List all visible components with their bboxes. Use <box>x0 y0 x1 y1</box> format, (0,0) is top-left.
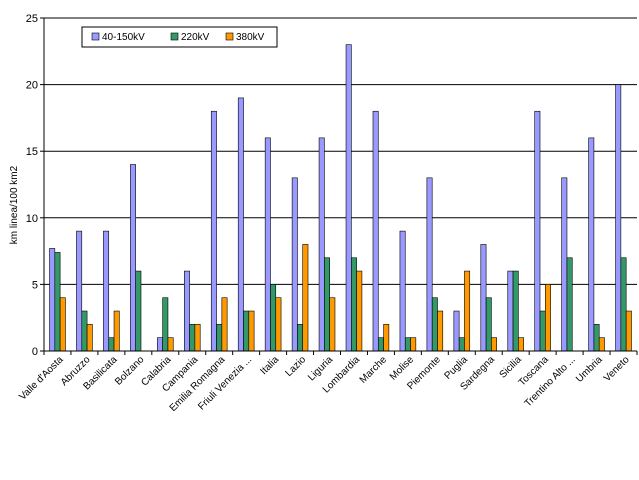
bar-40-150kv-16 <box>480 244 487 352</box>
bar-380kv-8 <box>275 297 282 352</box>
bar-220kv-15 <box>458 337 465 352</box>
bar-220kv-19 <box>566 257 573 352</box>
bar-40-150kv-11 <box>345 44 352 352</box>
bar-220kv-0 <box>54 252 61 352</box>
category-label: Marche <box>358 354 390 386</box>
bar-40-150kv-20 <box>588 137 595 352</box>
bar-40-150kv-17 <box>507 270 514 352</box>
legend-swatch <box>225 32 234 41</box>
category-label: Lazio <box>284 354 309 379</box>
bar-220kv-6 <box>216 324 223 352</box>
bar-380kv-13 <box>410 337 417 352</box>
bar-380kv-16 <box>491 337 497 352</box>
bar-220kv-13 <box>404 337 411 352</box>
bar-380kv-10 <box>329 297 336 352</box>
y-tick-label: 10 <box>26 213 38 225</box>
bar-220kv-12 <box>377 337 384 352</box>
legend-label: 380kV <box>236 32 265 43</box>
bar-40-150kv-19 <box>561 177 568 352</box>
bar-380kv-5 <box>194 324 201 352</box>
bar-40-150kv-6 <box>210 110 217 352</box>
bar-220kv-4 <box>162 297 169 352</box>
bar-40-150kv-12 <box>372 110 379 352</box>
bar-220kv-8 <box>270 284 277 352</box>
legend-label: 220kV <box>181 32 210 43</box>
legend-swatch <box>91 32 100 41</box>
legend-label: 40-150kV <box>102 32 145 43</box>
y-tick-label: 15 <box>26 146 38 158</box>
axes <box>43 18 638 355</box>
category-label: Italia <box>259 354 282 377</box>
category-label: Veneto <box>602 354 632 384</box>
category-label: Valle d'Aosta <box>17 354 66 403</box>
bar-380kv-15 <box>464 270 471 352</box>
legend: 40-150kV 220kV 380kV <box>81 26 278 48</box>
bar-40-150kv-15 <box>453 310 460 352</box>
bar-380kv-1 <box>86 324 93 352</box>
bar-220kv-2 <box>108 337 115 352</box>
bar-380kv-11 <box>356 270 363 352</box>
bars <box>49 44 632 352</box>
bar-380kv-18 <box>545 284 551 352</box>
bar-220kv-17 <box>512 270 519 352</box>
y-tick-label: 0 <box>32 346 38 358</box>
bar-220kv-5 <box>189 324 196 352</box>
bar-380kv-2 <box>113 310 120 352</box>
bar-220kv-9 <box>297 324 304 352</box>
bar-380kv-21 <box>625 310 632 352</box>
category-label: Umbria <box>574 354 605 385</box>
legend-swatch <box>170 32 179 41</box>
bar-40-150kv-8 <box>264 137 271 352</box>
bar-380kv-20 <box>598 337 605 352</box>
bar-40-150kv-10 <box>318 137 325 352</box>
bar-220kv-7 <box>243 310 250 352</box>
legend-box <box>81 26 278 48</box>
bar-40-150kv-13 <box>399 230 406 352</box>
bar-40-150kv-4 <box>157 337 163 352</box>
category-labels: Valle d'AostaAbruzzoBasilicataBolzanoCal… <box>17 354 632 414</box>
bar-220kv-21 <box>620 257 627 352</box>
bar-380kv-17 <box>518 337 524 352</box>
bar-220kv-14 <box>431 297 438 352</box>
y-tick-label: 5 <box>32 279 38 291</box>
bar-40-150kv-3 <box>130 164 136 352</box>
bar-380kv-6 <box>221 297 228 352</box>
bar-40-150kv-1 <box>76 230 83 352</box>
y-tick-label: 20 <box>26 80 38 92</box>
bar-380kv-7 <box>248 310 255 352</box>
y-tick-label: 25 <box>26 13 38 25</box>
bar-220kv-20 <box>593 324 600 352</box>
bar-220kv-11 <box>351 257 357 352</box>
bar-40-150kv-18 <box>534 110 541 352</box>
bar-40-150kv-5 <box>184 270 190 352</box>
bar-380kv-12 <box>383 324 390 352</box>
bar-380kv-4 <box>167 337 174 352</box>
bar-40-150kv-2 <box>103 230 110 352</box>
bar-380kv-9 <box>302 244 309 352</box>
bar-40-150kv-9 <box>291 177 298 352</box>
bar-40-150kv-0 <box>49 248 56 352</box>
bar-380kv-0 <box>59 297 66 352</box>
bar-380kv-14 <box>437 310 444 352</box>
bar-40-150kv-7 <box>237 97 244 352</box>
bar-220kv-1 <box>81 310 88 352</box>
legend-items: 40-150kV 220kV 380kV <box>91 32 265 43</box>
bar-220kv-10 <box>324 257 330 352</box>
bar-40-150kv-14 <box>426 177 433 352</box>
bar-220kv-16 <box>485 297 492 352</box>
y-axis-title: km linea/100 km2 <box>9 165 20 244</box>
bar-220kv-3 <box>135 270 142 352</box>
bar-40-150kv-21 <box>615 84 622 352</box>
bar-220kv-18 <box>539 310 546 352</box>
y-tick-labels: 0 5 10 15 20 25 <box>26 13 38 358</box>
